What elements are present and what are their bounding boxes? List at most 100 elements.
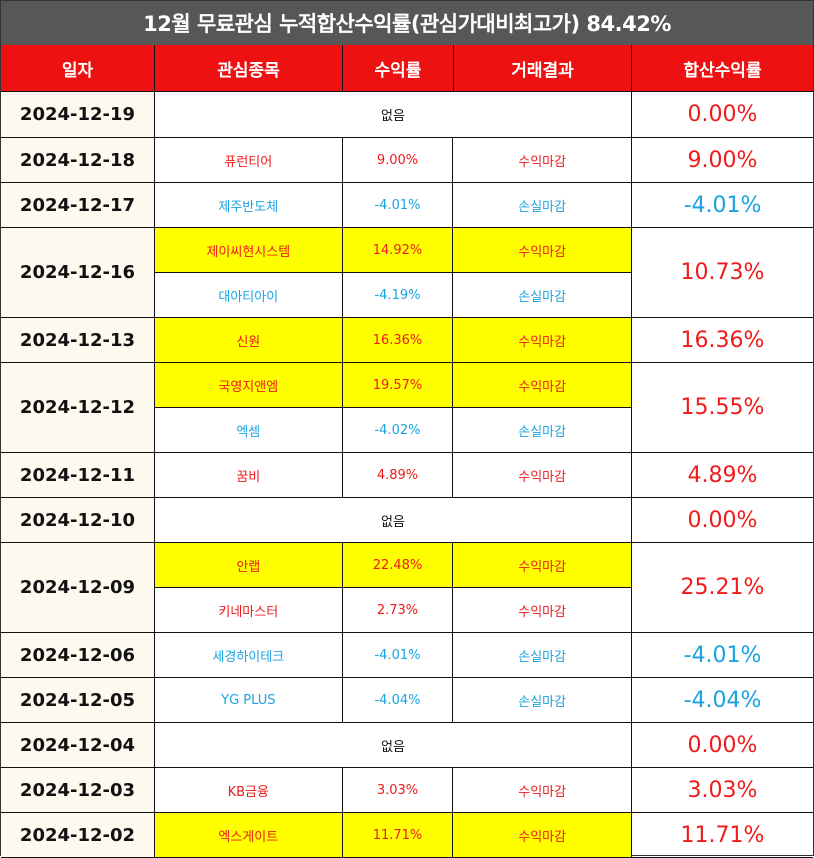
stock-name: 국영지앤엠 — [155, 363, 343, 407]
stock-return: -4.01% — [343, 183, 454, 227]
stock-entry: 안랩 22.48% 수익마감 — [155, 543, 631, 588]
trade-result: 수익마감 — [453, 813, 631, 857]
total-return: 11.71% — [680, 822, 765, 848]
no-entry-text: 없음 — [381, 109, 405, 124]
header-total: 합산수익률 — [683, 60, 762, 81]
stock-name: 엑스게이트 — [155, 813, 343, 857]
header-date: 일자 — [1, 45, 155, 91]
table-row: 2024-12-04 없음 0.00% — [1, 723, 813, 768]
row-date: 2024-12-02 — [1, 813, 155, 857]
stock-name: 안랩 — [155, 543, 343, 587]
row-date: 2024-12-10 — [1, 498, 155, 542]
stock-entry: 신원 16.36% 수익마감 — [155, 318, 631, 362]
header-stock: 관심종목 — [155, 45, 343, 91]
table-row: 2024-12-03 KB금융 3.03% 수익마감 3.03% — [1, 768, 813, 813]
trade-result: 수익마감 — [453, 318, 631, 362]
table-row: 2024-12-09 안랩 22.48% 수익마감 키네마스터 2.73% 수익마감 25.2… — [1, 543, 813, 633]
row-date: 2024-12-04 — [1, 723, 155, 767]
row-date: 2024-12-19 — [1, 92, 155, 137]
table-row: 2024-12-19 없음 0.00% — [1, 92, 813, 138]
total-return: -4.01% — [683, 642, 762, 668]
row-date: 2024-12-03 — [1, 768, 155, 812]
total-return: 10.73% — [680, 260, 765, 285]
stock-entries: KB금융 3.03% 수익마감 — [155, 768, 632, 812]
stock-return: -4.01% — [343, 633, 454, 677]
stock-entry: KB금융 3.03% 수익마감 — [155, 768, 631, 812]
row-date: 2024-12-06 — [1, 633, 155, 677]
stock-entries: 퓨런티어 9.00% 수익마감 — [155, 138, 632, 182]
stock-entries: 국영지앤엠 19.57% 수익마감 엑셈 -4.02% 손실마감 — [155, 363, 632, 452]
trade-result: 손실마감 — [518, 649, 567, 665]
table-row: 2024-12-16 제이씨현시스템 14.92% 수익마감 대아티아이 -4.19% 손실… — [1, 228, 813, 318]
stock-entry: 꿈비 4.89% 수익마감 — [155, 453, 631, 497]
stock-return: 11.71% — [342, 813, 454, 857]
stock-entry: 엑스게이트 11.71% 수익마감 — [155, 813, 631, 857]
stock-entry: 제주반도체 -4.01% 손실마감 — [155, 183, 631, 227]
stock-entries: 없음 — [155, 723, 632, 767]
total-return: 25.21% — [680, 575, 765, 600]
table-row: 2024-12-13 신원 16.36% 수익마감 16.36% — [1, 318, 813, 363]
table-row: 2024-12-02 엑스게이트 11.71% 수익마감 11.71% — [1, 813, 813, 858]
table-row: 2024-12-18 퓨런티어 9.00% 수익마감 9.00% — [1, 138, 813, 183]
stock-entries: 없음 — [155, 498, 632, 542]
stock-return: -4.04% — [343, 678, 454, 722]
no-entry-text: 없음 — [381, 514, 405, 530]
total-return: 16.36% — [680, 327, 765, 353]
row-date: 2024-12-05 — [1, 678, 155, 722]
trade-result: 수익마감 — [518, 784, 567, 800]
stock-entry: 국영지앤엠 19.57% 수익마감 — [155, 363, 631, 408]
row-date: 2024-12-09 — [1, 543, 155, 632]
stock-entries: 세경하이테크 -4.01% 손실마감 — [155, 633, 632, 677]
stock-entries: 꿈비 4.89% 수익마감 — [155, 453, 632, 497]
total-return: 9.00% — [687, 147, 758, 173]
stock-entries: 없음 — [155, 92, 632, 137]
stock-entries: 안랩 22.48% 수익마감 키네마스터 2.73% 수익마감 — [155, 543, 632, 632]
table-row: 2024-12-06 세경하이테크 -4.01% 손실마감 -4.01% — [1, 633, 813, 678]
row-date: 2024-12-11 — [1, 453, 155, 497]
no-entry-text: 없음 — [381, 739, 405, 755]
stock-entry: 세경하이테크 -4.01% 손실마감 — [155, 633, 631, 677]
stock-entry: 엑셈 -4.02% 손실마감 — [155, 408, 631, 452]
stock-name: KB금융 — [155, 768, 343, 812]
stock-return: 2.73% — [343, 588, 454, 632]
stock-return: -4.02% — [343, 408, 454, 452]
stock-name: 퓨런티어 — [155, 138, 343, 182]
stock-entries: 제주반도체 -4.01% 손실마감 — [155, 183, 632, 227]
stock-return: 4.89% — [343, 453, 454, 497]
stock-name: 키네마스터 — [155, 588, 343, 632]
row-date: 2024-12-13 — [1, 318, 155, 362]
row-date: 2024-12-12 — [1, 363, 155, 452]
header-return: 수익률 — [343, 45, 454, 91]
stock-entry: 퓨런티어 9.00% 수익마감 — [155, 138, 631, 182]
trade-result: 수익마감 — [453, 228, 631, 272]
stock-entry: YG PLUS -4.04% 손실마감 — [155, 678, 631, 722]
row-date: 2024-12-16 — [1, 228, 155, 317]
stock-return: 14.92% — [342, 228, 454, 272]
total-return: -4.01% — [683, 192, 762, 218]
stock-entry: 제이씨현시스템 14.92% 수익마감 — [155, 228, 631, 273]
stock-return: -4.19% — [343, 273, 454, 317]
stock-name: 신원 — [155, 318, 343, 362]
row-date: 2024-12-18 — [1, 138, 155, 182]
stock-return: 3.03% — [343, 768, 454, 812]
total-return: 3.03% — [687, 777, 758, 803]
header-row: 일자 관심종목 수익률 거래결과 합산수익률 — [1, 45, 813, 92]
stock-name: 제주반도체 — [155, 183, 343, 227]
trade-result: 손실마감 — [518, 694, 567, 710]
stock-return: 22.48% — [342, 543, 454, 587]
trade-result: 수익마감 — [453, 543, 631, 587]
trade-result: 수익마감 — [518, 154, 567, 170]
stock-entries: YG PLUS -4.04% 손실마감 — [155, 678, 632, 722]
trade-result: 손실마감 — [518, 199, 567, 215]
table-row: 2024-12-05 YG PLUS -4.04% 손실마감 -4.04% — [1, 678, 813, 723]
table-row: 2024-12-10 없음 0.00% — [1, 498, 813, 543]
total-return: 0.00% — [687, 507, 758, 533]
stock-return: 19.57% — [342, 363, 454, 407]
trade-result: 손실마감 — [518, 289, 567, 305]
stock-entries: 신원 16.36% 수익마감 — [155, 318, 632, 362]
stock-return: 9.00% — [343, 138, 454, 182]
trade-result: 수익마감 — [453, 363, 631, 407]
table-body: 2024-12-19 없음 0.00% 2024-12-18 퓨런티어 9.00% 수익마감… — [1, 92, 813, 858]
trade-result: 손실마감 — [518, 424, 567, 440]
